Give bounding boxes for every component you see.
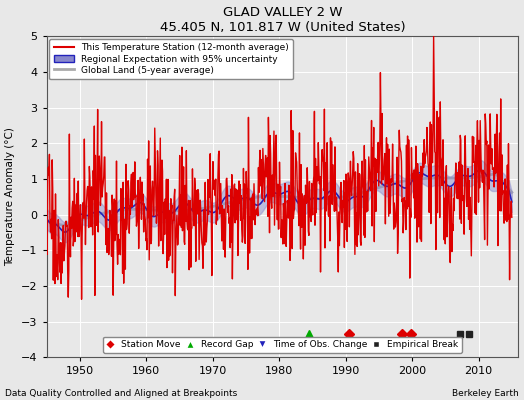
Y-axis label: Temperature Anomaly (°C): Temperature Anomaly (°C)	[6, 127, 16, 266]
Text: Berkeley Earth: Berkeley Earth	[452, 389, 519, 398]
Title: GLAD VALLEY 2 W
45.405 N, 101.817 W (United States): GLAD VALLEY 2 W 45.405 N, 101.817 W (Uni…	[160, 6, 406, 34]
Legend: Station Move, Record Gap, Time of Obs. Change, Empirical Break: Station Move, Record Gap, Time of Obs. C…	[103, 337, 462, 353]
Text: Data Quality Controlled and Aligned at Breakpoints: Data Quality Controlled and Aligned at B…	[5, 389, 237, 398]
